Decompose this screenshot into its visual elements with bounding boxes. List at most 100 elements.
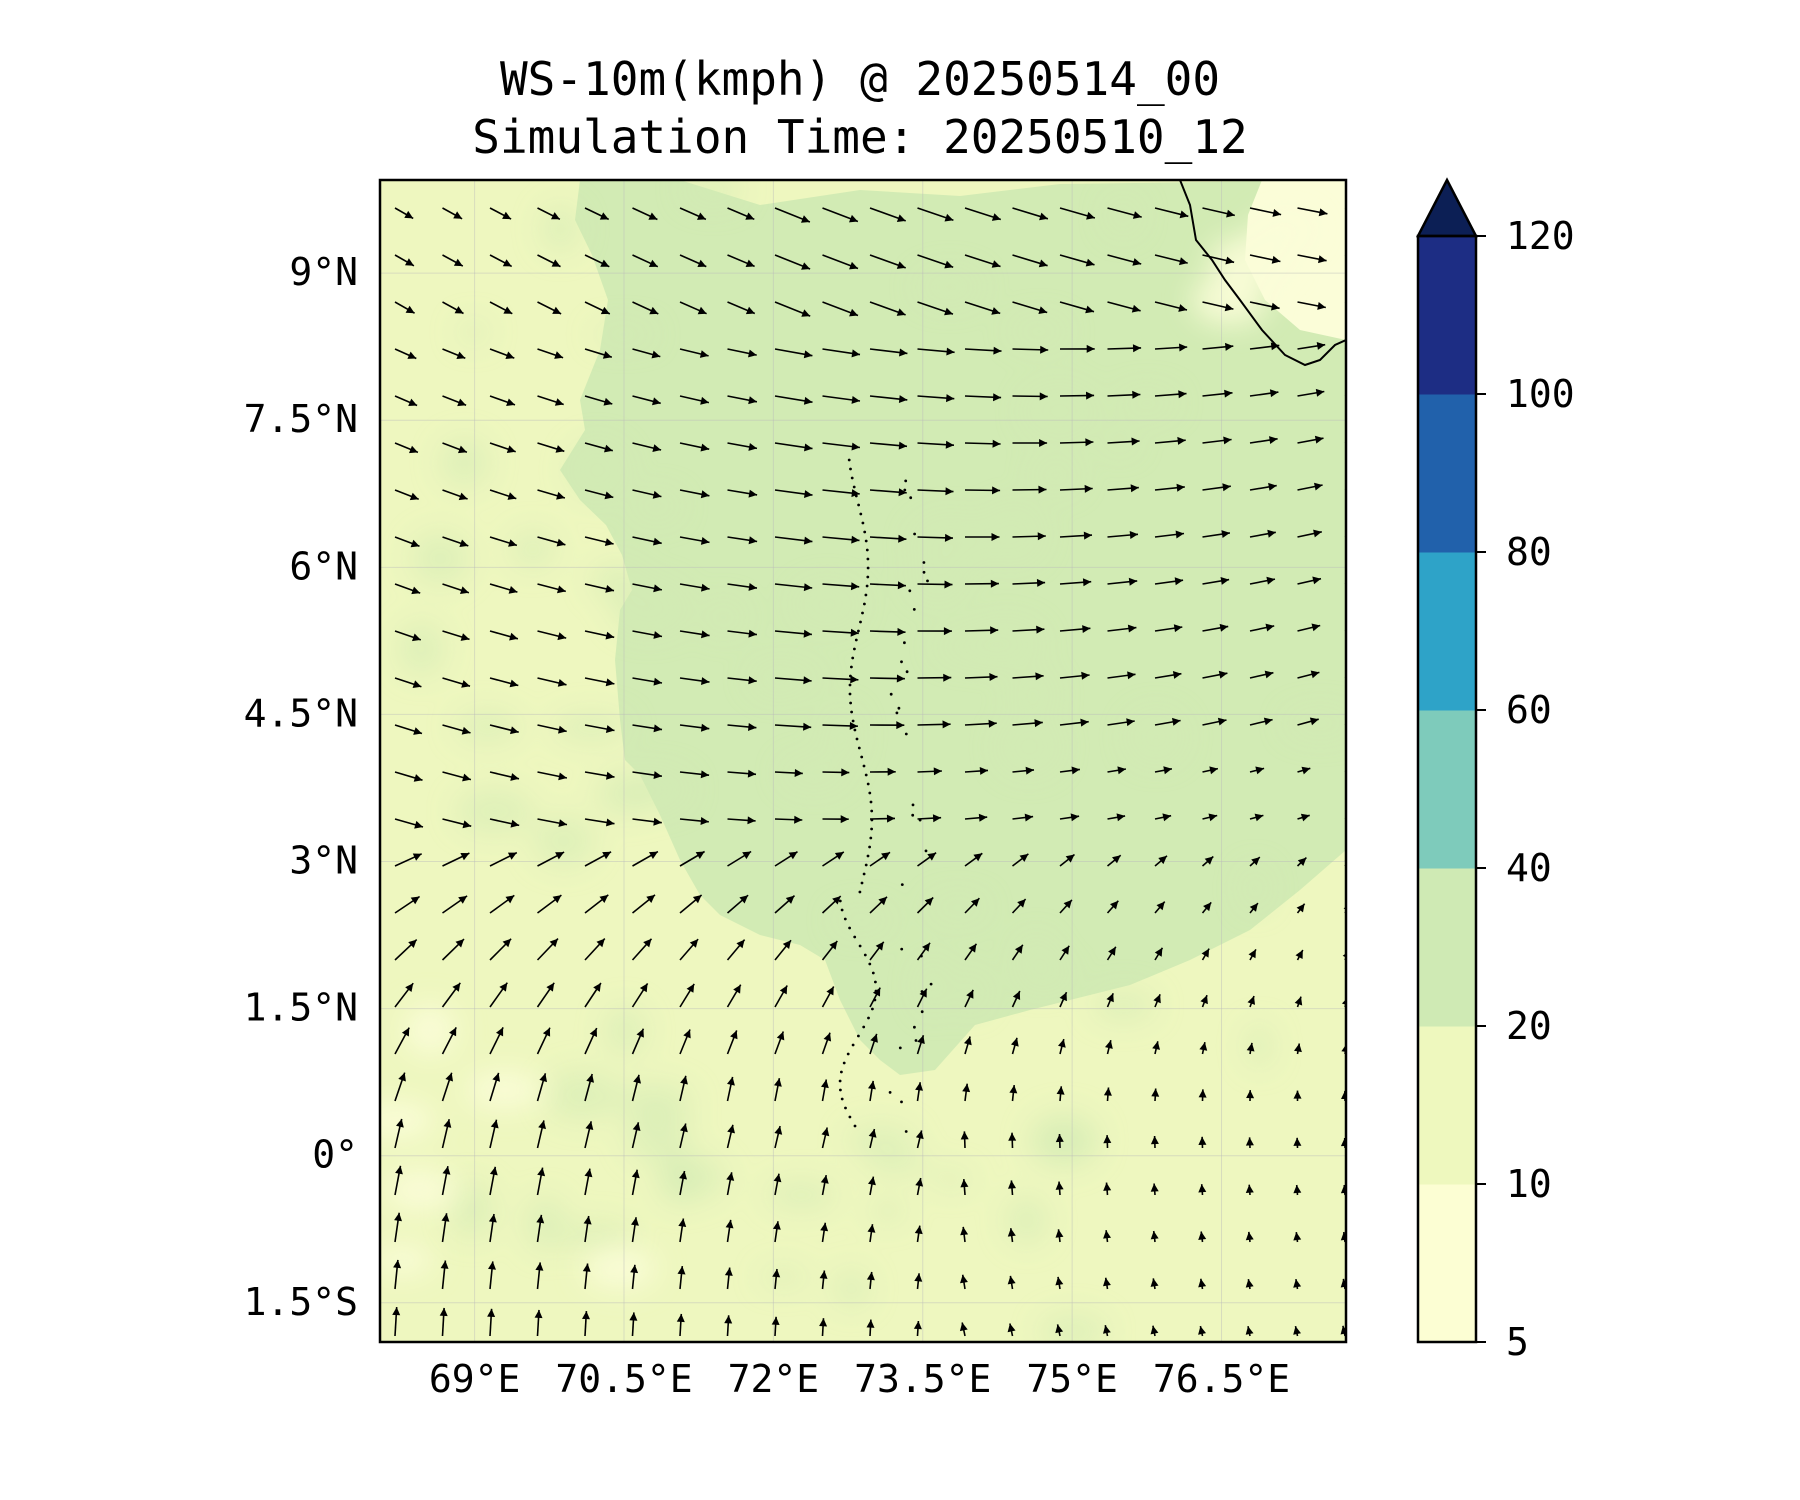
wind-speed-20-40-patch	[1128, 712, 1184, 762]
wind-vector	[1245, 1278, 1254, 1290]
wind-speed-20-40-patch	[510, 531, 556, 568]
wind-vector	[1154, 766, 1173, 775]
wind-vector	[537, 207, 561, 221]
wind-vector	[1058, 1038, 1066, 1055]
wind-vector	[394, 895, 421, 914]
wind-vector	[869, 581, 906, 590]
atoll-dot	[866, 557, 870, 561]
wind-vector	[1055, 1229, 1064, 1243]
wind-vector	[727, 816, 756, 825]
wind-vector	[726, 939, 746, 961]
wind-vector	[1059, 578, 1092, 587]
wind-vector	[960, 1274, 968, 1290]
wind-vector	[584, 894, 609, 914]
colorbar-segment	[1418, 394, 1476, 553]
wind-vector	[774, 895, 796, 914]
wind-vector	[584, 630, 615, 640]
wind-vector	[1293, 1137, 1302, 1149]
wind-vector	[534, 1309, 543, 1337]
wind-vector	[1107, 766, 1127, 775]
wind-vector	[489, 254, 513, 268]
atoll-dot	[866, 854, 870, 858]
wind-vector	[1059, 945, 1070, 961]
wind-vector	[869, 254, 906, 269]
wind-speed-20-40-patch	[870, 1200, 906, 1222]
longitude-axis: 69°E 70.5°E 72°E 73.5°E 75°E 76.5°E	[429, 1357, 1290, 1401]
wind-speed-20-40-patch	[553, 713, 630, 742]
wind-vector	[1105, 1040, 1113, 1055]
wind-vector	[1297, 482, 1323, 491]
wind-vector	[1008, 1132, 1017, 1149]
wind-vector	[537, 894, 562, 914]
wind-vector	[960, 1131, 969, 1149]
wind-vector	[632, 817, 662, 826]
wind-vector	[535, 1262, 544, 1290]
wind-vector	[1154, 855, 1168, 867]
atoll-dot	[839, 1088, 842, 1092]
wind-vector	[442, 536, 469, 547]
atoll-dot	[889, 692, 893, 696]
wind-vector	[726, 894, 749, 914]
colorbar-segment	[1418, 1026, 1476, 1185]
atoll-dot	[926, 579, 929, 583]
wind-vector	[1295, 949, 1304, 961]
atoll-dot	[904, 479, 908, 483]
wind-speed-20-40-patch	[450, 1181, 495, 1238]
wind-vector	[1245, 1137, 1254, 1149]
wind-vector	[1059, 484, 1093, 493]
wind-vector	[1154, 530, 1185, 539]
wind-vector	[442, 395, 467, 407]
wind-speed-5-10-patch	[382, 1168, 458, 1212]
wind-vector	[679, 1075, 688, 1102]
atoll-dot	[848, 1115, 852, 1119]
wind-vector	[1202, 577, 1230, 585]
wind-vector	[1059, 254, 1095, 267]
wind-vector	[1293, 1232, 1302, 1243]
wind-vector	[774, 442, 813, 452]
map-subtitle: Simulation Time: 20250510_12	[472, 110, 1248, 164]
wind-vector	[1154, 254, 1188, 266]
wind-vector	[394, 1212, 402, 1243]
wind-vector	[1055, 1324, 1064, 1337]
wind-vector	[394, 818, 424, 829]
wind-vector	[1012, 392, 1048, 401]
wind-vector	[867, 1224, 876, 1243]
atoll-dot	[900, 947, 904, 951]
wind-vector	[1344, 301, 1346, 303]
wind-vector	[632, 442, 662, 452]
wind-vector	[439, 1307, 448, 1337]
wind-speed-20-40-patch	[569, 442, 626, 498]
wind-vector	[1059, 207, 1096, 220]
wind-speed-20-40-patch	[533, 815, 595, 867]
atoll-dot	[855, 737, 859, 741]
wind-vector	[915, 1177, 924, 1196]
wind-speed-5-10-region	[380, 180, 1346, 1289]
wind-vector	[1150, 1183, 1159, 1196]
wind-vector	[821, 1079, 829, 1102]
wind-vector	[1059, 718, 1089, 727]
wind-vector	[1107, 207, 1142, 219]
wind-vector	[964, 486, 1001, 495]
wind-vector	[727, 583, 758, 591]
wind-vector	[537, 536, 566, 547]
wind-vector	[964, 439, 1001, 448]
lat-tick-label: 3°N	[289, 839, 358, 883]
wind-vector	[1198, 1136, 1207, 1149]
wind-vector	[1012, 813, 1034, 822]
wind-vector	[537, 583, 567, 594]
wind-vector	[488, 1213, 497, 1243]
wind-vector	[1103, 1325, 1111, 1337]
wind-vector	[917, 301, 954, 316]
wind-vector	[727, 769, 757, 778]
wind-speed-20-40-patch	[684, 180, 743, 205]
wind-vector	[583, 1215, 592, 1243]
wind-vector	[1150, 1230, 1159, 1243]
wind-vector	[537, 677, 567, 687]
wind-vector	[915, 1130, 924, 1149]
wind-vector	[1154, 577, 1184, 586]
atoll-dot	[913, 532, 916, 536]
wind-vector	[679, 817, 709, 825]
colorbar-segment	[1418, 710, 1476, 869]
wind-vector	[964, 943, 978, 961]
wind-speed-20-40-patch	[1031, 963, 1071, 985]
